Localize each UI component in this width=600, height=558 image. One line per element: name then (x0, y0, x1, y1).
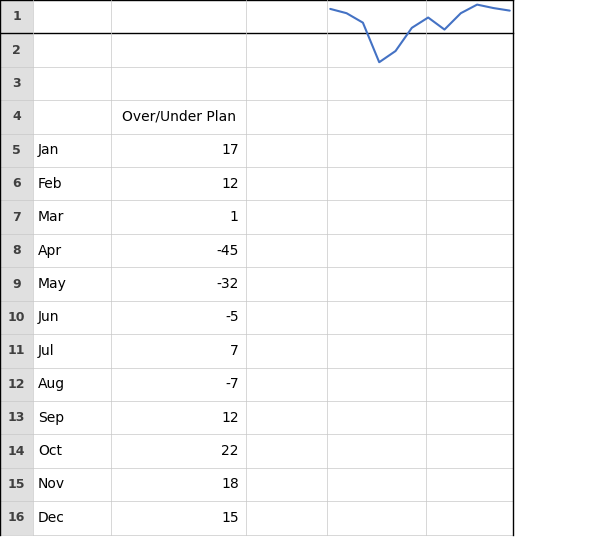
Text: Aug: Aug (38, 377, 65, 391)
Text: 5: 5 (12, 144, 21, 157)
Text: 15: 15 (8, 478, 25, 491)
Text: 12: 12 (221, 177, 239, 191)
Text: May: May (38, 277, 67, 291)
Text: -32: -32 (217, 277, 239, 291)
Bar (0, 200, 33, 234)
Bar (0, 67, 33, 100)
Bar (0, 368, 33, 401)
Text: 7: 7 (12, 211, 21, 224)
Text: 2: 2 (12, 44, 21, 56)
Text: 8: 8 (12, 244, 21, 257)
Bar (0, 468, 33, 501)
Text: Jun: Jun (38, 310, 59, 324)
Text: Nov: Nov (38, 478, 65, 492)
Text: -45: -45 (217, 244, 239, 258)
Text: Oct: Oct (38, 444, 62, 458)
Text: 14: 14 (8, 445, 25, 458)
Bar (0, 401, 33, 434)
Text: 6: 6 (12, 177, 21, 190)
Text: 17: 17 (221, 143, 239, 157)
Bar (0, 167, 33, 200)
Bar (0, 301, 33, 334)
Text: 10: 10 (8, 311, 25, 324)
Text: 9: 9 (12, 277, 21, 291)
Text: 12: 12 (8, 378, 25, 391)
Text: Feb: Feb (38, 177, 62, 191)
Text: 7: 7 (230, 344, 239, 358)
Text: -7: -7 (225, 377, 239, 391)
Text: 12: 12 (221, 411, 239, 425)
Text: 13: 13 (8, 411, 25, 424)
Bar (0, 234, 33, 267)
Text: Mar: Mar (38, 210, 64, 224)
Bar (0, 334, 33, 368)
Text: 11: 11 (8, 344, 25, 357)
Text: 1: 1 (230, 210, 239, 224)
Bar (0, 0, 33, 33)
Text: Jan: Jan (38, 143, 59, 157)
Text: 1: 1 (12, 10, 21, 23)
Text: Jul: Jul (38, 344, 55, 358)
Bar (0, 434, 33, 468)
Text: 18: 18 (221, 478, 239, 492)
Text: Over/Under Plan: Over/Under Plan (121, 110, 235, 124)
Text: Dec: Dec (38, 511, 65, 525)
Text: Apr: Apr (38, 244, 62, 258)
Text: 15: 15 (221, 511, 239, 525)
Bar (0, 100, 33, 134)
Text: 3: 3 (12, 77, 21, 90)
Bar (0, 267, 33, 301)
Bar (0, 134, 33, 167)
Bar (0, 501, 33, 535)
Text: 4: 4 (12, 110, 21, 123)
Text: 16: 16 (8, 511, 25, 525)
Text: Sep: Sep (38, 411, 64, 425)
Text: -5: -5 (225, 310, 239, 324)
Bar (0, 33, 33, 67)
Text: 22: 22 (221, 444, 239, 458)
